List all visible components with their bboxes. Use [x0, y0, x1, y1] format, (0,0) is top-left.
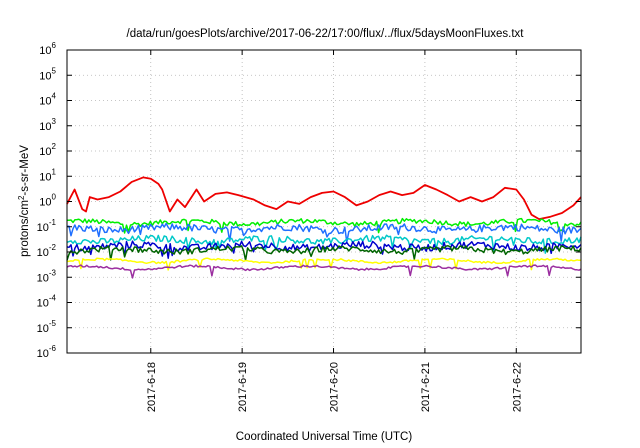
x-tick-label: 2017-6-22	[511, 362, 523, 412]
series-line-1	[66, 217, 582, 234]
y-tick-label: 10-3	[37, 268, 57, 284]
y-tick-label: 10-4	[37, 294, 57, 310]
series-line-6	[66, 257, 581, 271]
y-tick-label: 10-6	[37, 344, 57, 360]
y-tick-label: 10-5	[37, 319, 57, 335]
y-axis-label: protons/cm2-s-sr-MeV	[17, 145, 32, 257]
y-tick-label: 102	[39, 142, 56, 158]
chart-title: /data/run/goesPlots/archive/2017-06-22/1…	[127, 28, 525, 40]
grid	[67, 50, 581, 353]
y-tick-label: 101	[39, 167, 56, 183]
y-tick-label: 10-1	[37, 218, 57, 234]
y-tick-label: 10-2	[37, 243, 57, 259]
y-tick-label: 106	[39, 41, 56, 57]
x-tick-label: 2017-6-21	[420, 362, 432, 412]
axes: 10-6 10-5 10-4 10-3 10-2 10-1 100 101 102 103 104 1…	[37, 41, 581, 412]
series-line-0	[66, 176, 582, 221]
x-tick-label: 2017-6-20	[329, 362, 341, 412]
series-line-2	[66, 222, 582, 243]
series-line-3	[66, 234, 582, 254]
series-line-7	[66, 264, 582, 279]
y-tick-label: 100	[39, 193, 56, 209]
y-tick-label: 104	[39, 92, 56, 108]
series-line-5	[66, 245, 582, 261]
x-axis-label: Coordinated Universal Time (UTC)	[236, 431, 413, 443]
series-group	[66, 176, 582, 279]
x-tick-label: 2017-6-19	[237, 362, 249, 412]
x-tick-label: 2017-6-18	[146, 362, 158, 412]
y-tick-label: 105	[39, 66, 56, 82]
y-tick-label: 103	[39, 117, 56, 133]
